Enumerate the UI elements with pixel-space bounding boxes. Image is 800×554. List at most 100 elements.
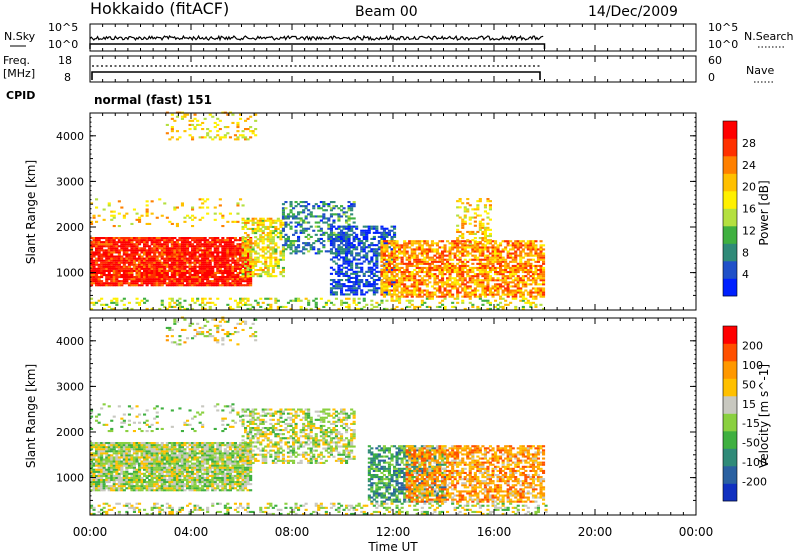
heatmap-cell xyxy=(441,285,445,288)
noise-trace xyxy=(89,34,546,49)
heatmap-cell xyxy=(170,130,174,133)
heatmap-cell xyxy=(415,287,419,290)
heatmap-cell xyxy=(375,291,379,294)
heatmap-cell xyxy=(191,255,195,258)
heatmap-cell xyxy=(130,241,134,244)
heatmap-cell xyxy=(206,263,210,266)
heatmap-cell xyxy=(435,264,439,267)
heatmap-cell xyxy=(347,297,351,300)
heatmap-cell xyxy=(476,230,480,233)
heatmap-cell xyxy=(160,257,164,260)
heatmap-cell xyxy=(173,265,177,268)
heatmap-cell xyxy=(97,474,101,477)
heatmap-cell xyxy=(180,305,184,308)
heatmap-cell xyxy=(534,260,538,263)
heatmap-cell xyxy=(415,289,419,292)
heatmap-cell xyxy=(539,240,543,243)
heatmap-cell xyxy=(150,259,154,262)
heatmap-cell xyxy=(92,301,96,304)
heatmap-cell xyxy=(150,271,154,274)
heatmap-cell xyxy=(170,305,174,308)
heatmap-cell xyxy=(511,258,515,261)
heatmap-cell xyxy=(478,228,482,231)
heatmap-cell xyxy=(286,246,290,249)
heatmap-cell xyxy=(191,299,195,302)
heatmap-cell xyxy=(463,277,467,280)
heatmap-cell xyxy=(158,241,162,244)
heatmap-cell xyxy=(438,273,442,276)
heatmap-cell xyxy=(529,258,533,261)
heatmap-cell xyxy=(135,239,139,242)
heatmap-cell xyxy=(158,255,162,258)
heatmap-cell xyxy=(90,202,94,205)
heatmap-cell xyxy=(408,279,412,282)
heatmap-cell xyxy=(226,243,230,246)
heatmap-cell xyxy=(115,462,119,465)
heatmap-cell xyxy=(155,247,159,250)
heatmap-cell xyxy=(198,255,202,258)
heatmap-cell xyxy=(266,256,270,259)
heatmap-cell xyxy=(357,270,361,273)
heatmap-cell xyxy=(102,460,106,463)
heatmap-cell xyxy=(481,237,485,240)
heatmap-cell xyxy=(120,489,124,492)
heatmap-cell xyxy=(173,271,177,274)
heatmap-cell xyxy=(365,233,369,236)
heatmap-cell xyxy=(218,278,222,281)
heatmap-cell xyxy=(188,243,192,246)
heatmap-cell xyxy=(168,257,172,260)
heatmap-cell xyxy=(463,222,467,225)
heatmap-cell xyxy=(216,245,220,248)
heatmap-cell xyxy=(127,274,131,277)
heatmap-cell xyxy=(236,303,240,306)
heatmap-cell xyxy=(466,291,470,294)
heatmap-cell xyxy=(521,275,525,278)
heatmap-cell xyxy=(370,248,374,251)
heatmap-cell xyxy=(211,239,215,242)
heatmap-cell xyxy=(534,289,538,292)
heatmap-cell xyxy=(337,227,341,230)
heatmap-cell xyxy=(448,256,452,259)
heatmap-cell xyxy=(233,245,237,248)
heatmap-cell xyxy=(155,267,159,270)
heatmap-cell xyxy=(221,278,225,281)
heatmap-cell xyxy=(110,267,114,270)
heatmap-cell xyxy=(183,216,187,219)
heatmap-cell xyxy=(342,207,346,210)
heatmap-cell xyxy=(400,307,404,310)
heatmap-cell xyxy=(251,262,255,265)
heatmap-cell xyxy=(125,483,129,486)
heatmap-cell xyxy=(418,279,422,282)
heatmap-cell xyxy=(198,271,202,274)
heatmap-cell xyxy=(355,293,359,296)
heatmap-cell xyxy=(175,241,179,244)
heatmap-cell xyxy=(352,293,356,296)
heatmap-cell xyxy=(415,240,419,243)
heatmap-cell xyxy=(150,251,154,254)
heatmap-cell xyxy=(183,261,187,264)
heatmap-cell xyxy=(97,269,101,272)
heatmap-cell xyxy=(140,249,144,252)
heatmap-cell xyxy=(312,299,316,302)
heatmap-cell xyxy=(266,297,270,300)
heatmap-cell xyxy=(180,239,184,242)
heatmap-cell xyxy=(468,240,472,243)
heatmap-cell xyxy=(173,263,177,266)
heatmap-cell xyxy=(529,289,533,292)
heatmap-cell xyxy=(127,253,131,256)
heatmap-cell xyxy=(97,239,101,242)
heatmap-cell xyxy=(201,280,205,283)
heatmap-cell xyxy=(226,126,230,129)
heatmap-cell xyxy=(115,444,119,447)
heatmap-cell xyxy=(317,250,321,253)
heatmap-cell xyxy=(249,130,253,133)
heatmap-cell xyxy=(451,269,455,272)
heatmap-cell xyxy=(256,269,260,272)
heatmap-cell xyxy=(246,236,250,239)
heatmap-cell xyxy=(122,442,126,445)
heatmap-cell xyxy=(112,464,116,467)
heatmap-cell xyxy=(183,115,187,118)
heatmap-cell xyxy=(382,277,386,280)
heatmap-cell xyxy=(504,269,508,272)
heatmap-cell xyxy=(415,246,419,249)
